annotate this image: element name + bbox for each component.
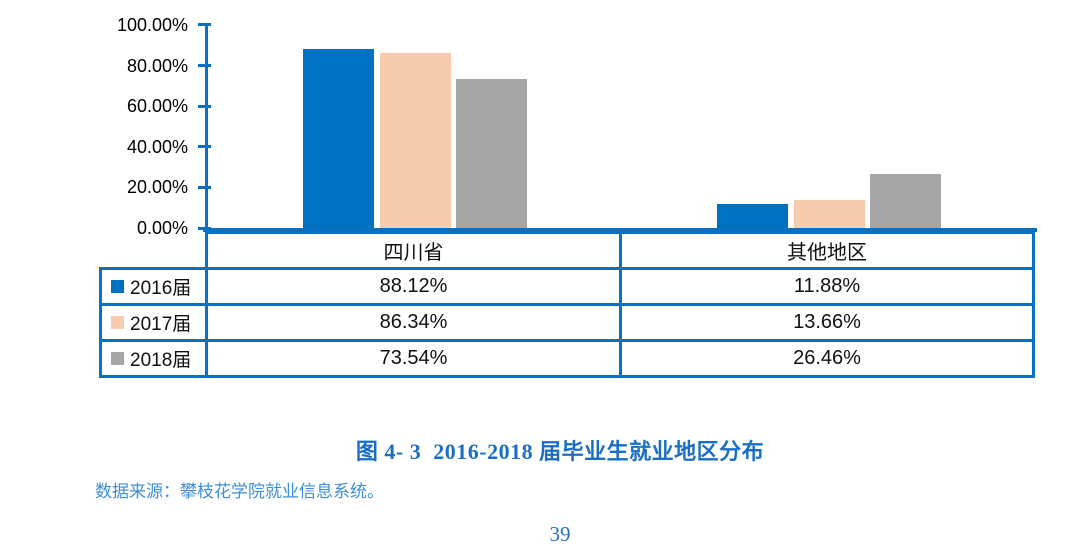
value-2018-other: 26.46% [793, 347, 861, 369]
y-axis-label-60: 60.00% [126, 96, 188, 116]
y-axis-label-0: 0.00% [136, 218, 188, 238]
legend-item-2017: 2017届 [99, 303, 208, 342]
y-axis-tick [198, 64, 211, 67]
y-axis-tick [198, 145, 211, 148]
legend-swatch-2016-icon [111, 280, 124, 293]
legend-item-2018: 2018届 [99, 339, 208, 378]
x-axis-baseline [203, 228, 1037, 232]
value-2017-sichuan: 86.34% [208, 306, 622, 339]
bar-2016-sichuan [303, 49, 374, 228]
table-header-sichuan: 四川省 [208, 234, 622, 267]
legend-label-2018: 2018届 [130, 350, 192, 371]
legend-swatch-2018-icon [111, 352, 124, 365]
bar-2017-other [794, 200, 865, 228]
y-axis-label-80: 80.00% [126, 56, 188, 76]
table-row-2017: 86.34% 13.66% [205, 303, 1035, 342]
table-row-2018: 73.54% 26.46% [205, 339, 1035, 378]
bar-2018-other [870, 174, 941, 228]
y-axis-tick [198, 105, 211, 108]
legend-item-2016: 2016届 [99, 267, 208, 306]
y-axis-tick [198, 186, 211, 189]
figure-caption: 图 4- 3 2016-2018 届毕业生就业地区分布 [355, 439, 765, 464]
y-axis-label-20: 20.00% [126, 177, 188, 197]
y-axis-label-40: 40.00% [126, 137, 188, 157]
value-2017-other: 13.66% [793, 311, 861, 333]
legend-label-2017: 2017届 [130, 314, 192, 335]
page-number: 39 [549, 522, 571, 546]
table-header-other: 其他地区 [787, 242, 867, 264]
legend-label-2016: 2016届 [130, 278, 192, 299]
bar-2017-sichuan [380, 52, 451, 228]
legend-swatch-2017-icon [111, 316, 124, 329]
y-axis-line [205, 24, 208, 231]
value-2018-sichuan: 73.54% [208, 342, 622, 375]
data-source-note: 数据来源：攀枝花学院就业信息系统。 [95, 482, 384, 501]
value-2016-other: 11.88% [793, 275, 861, 297]
value-2016-sichuan: 88.12% [208, 270, 622, 303]
table-row-2016: 88.12% 11.88% [205, 267, 1035, 306]
y-axis-label-100: 100.00% [116, 15, 188, 35]
bar-2018-sichuan [456, 78, 527, 228]
y-axis-tick [198, 23, 211, 26]
table-header-row: 四川省 其他地区 [205, 231, 1035, 270]
bar-2016-other [717, 203, 788, 228]
